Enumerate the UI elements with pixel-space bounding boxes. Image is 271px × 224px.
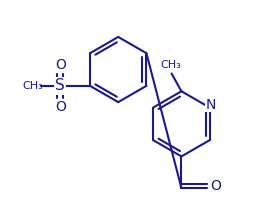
Text: O: O <box>55 100 66 114</box>
Text: N: N <box>205 98 216 112</box>
Text: CH₃: CH₃ <box>160 60 181 70</box>
Text: O: O <box>55 58 66 72</box>
Text: S: S <box>56 78 65 93</box>
Text: O: O <box>211 179 221 193</box>
Text: CH₃: CH₃ <box>22 81 43 91</box>
